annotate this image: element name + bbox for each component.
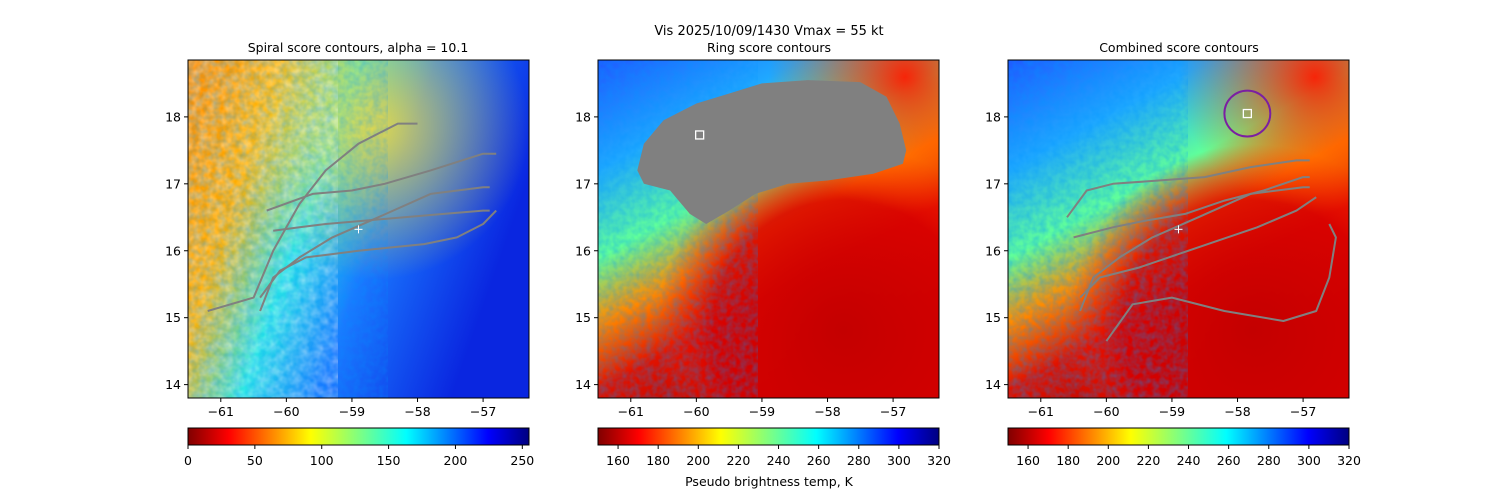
combined-xtick-label: −59	[1159, 404, 1185, 419]
panel-combined-title: Combined score contours	[1099, 40, 1259, 55]
spiral-contour-line	[259, 209, 497, 299]
ring-ytick-label: 17	[575, 176, 591, 191]
spiral-contour-line	[273, 209, 490, 232]
spiral-colorbar-tick-label: 250	[510, 453, 534, 468]
spiral-colorbar-tick-label: 0	[184, 453, 192, 468]
ring-xtick-label: −58	[814, 404, 840, 419]
panel-ring-frame	[597, 59, 940, 399]
combined-colorbar-tick-label: 200	[1096, 453, 1120, 468]
panel-ring-mask	[637, 80, 907, 224]
ring-ytick-label: 14	[575, 377, 591, 392]
ring-colorbar-tick-label: 280	[847, 453, 871, 468]
spiral-ytick-label: 14	[165, 377, 181, 392]
combined-contour-line	[1105, 223, 1337, 342]
combined-contour-line	[1073, 176, 1310, 239]
combined-colorbar-tick-label: 300	[1297, 453, 1321, 468]
colorbar-combined: 160 180 200 220 240 260 280 300 320	[1007, 427, 1361, 468]
combined-xtick-label: −57	[1290, 404, 1316, 419]
ring-square-marker	[694, 130, 705, 140]
panel-combined-xaxis: −61 −60 −59 −58 −57	[1028, 398, 1316, 419]
ring-colorbar-tick-label: 200	[686, 453, 710, 468]
combined-center-marker	[1174, 225, 1183, 234]
combined-contour-line	[1079, 186, 1310, 312]
combined-ytick-label: 16	[985, 243, 1001, 258]
colorbar-spiral-gradient	[187, 427, 530, 446]
combined-xtick-label: −58	[1224, 404, 1250, 419]
colorbar-combined-gradient	[1007, 427, 1350, 446]
spiral-contour-line	[207, 122, 418, 312]
ring-ytick-label: 15	[575, 310, 591, 325]
panel-ring: Ring score contours −61 −60 −59 −58 −57 14 15…	[575, 40, 940, 419]
ring-ytick-label: 16	[575, 243, 591, 258]
spiral-colorbar-tick-label: 50	[247, 453, 263, 468]
combined-colorbar-tick-label: 180	[1056, 453, 1080, 468]
spiral-xtick-label: −59	[339, 404, 365, 419]
panel-combined-texture	[1008, 60, 1188, 398]
combined-colorbar-tick-label: 240	[1177, 453, 1201, 468]
spiral-ytick-label: 16	[165, 243, 181, 258]
panel-ring-yaxis: 14 15 16 17 18	[575, 109, 598, 392]
colorbar-ring: 160 180 200 220 240 260 280 300 320 Pseudo brigh…	[597, 427, 951, 489]
combined-ytick-label: 18	[985, 109, 1001, 124]
panel-combined-yaxis: 14 15 16 17 18	[985, 109, 1008, 392]
combined-square-marker	[1242, 108, 1253, 119]
combined-ytick-label: 17	[985, 176, 1001, 191]
panel-ring-title: Ring score contours	[707, 40, 831, 55]
combined-ytick-label: 14	[985, 377, 1001, 392]
ring-ytick-label: 18	[575, 109, 591, 124]
spiral-xtick-label: −57	[470, 404, 496, 419]
spiral-xtick-label: −60	[273, 404, 299, 419]
ring-colorbar-tick-label: 260	[807, 453, 831, 468]
spiral-center-marker	[354, 225, 363, 234]
ring-colorbar-tick-label: 220	[726, 453, 750, 468]
combined-colorbar-tick-label: 320	[1337, 453, 1361, 468]
ring-colorbar-tick-label: 300	[887, 453, 911, 468]
spiral-xtick-label: −61	[208, 404, 234, 419]
combined-ytick-label: 15	[985, 310, 1001, 325]
ring-colorbar-tick-label: 180	[646, 453, 670, 468]
panel-spiral-title: Spiral score contours, alpha = 10.1	[248, 40, 469, 55]
combined-contour-line	[1079, 196, 1317, 299]
combined-colorbar-tick-label: 220	[1136, 453, 1160, 468]
combined-contour-line	[1066, 159, 1310, 218]
panel-combined-frame	[1007, 59, 1350, 399]
panel-spiral-xaxis: −61 −60 −59 −58 −57	[208, 398, 496, 419]
ring-xtick-label: −57	[880, 404, 906, 419]
figure-suptitle: Vis 2025/10/09/1430 Vmax = 55 kt	[654, 24, 883, 39]
panel-combined-contours	[1066, 159, 1337, 342]
ring-xtick-label: −60	[683, 404, 709, 419]
panel-spiral: Spiral score contours, alpha = 10.1 −61−…	[165, 40, 530, 419]
spiral-ytick-label: 17	[165, 176, 181, 191]
spiral-contour-line	[266, 152, 497, 212]
spiral-colorbar-tick-label: 150	[377, 453, 401, 468]
spiral-colorbar-tick-label: 200	[444, 453, 468, 468]
spiral-colorbar-tick-label: 100	[310, 453, 334, 468]
panel-spiral-contours	[207, 122, 497, 312]
ring-colorbar-tick-label: 240	[767, 453, 791, 468]
spiral-ytick-label: 15	[165, 310, 181, 325]
ring-colorbar-tick-label: 160	[606, 453, 630, 468]
combined-xtick-label: −61	[1028, 404, 1054, 419]
combined-colorbar-tick-label: 160	[1016, 453, 1040, 468]
spiral-ytick-label: 18	[165, 109, 181, 124]
ring-xtick-label: −59	[749, 404, 775, 419]
ring-xtick-label: −61	[618, 404, 644, 419]
combined-ring-marker	[1223, 89, 1272, 138]
panel-combined: Combined score contours −61 −60 −59 −58 −57 …	[985, 40, 1350, 419]
combined-xtick-label: −60	[1093, 404, 1119, 419]
ring-colorbar-tick-label: 320	[927, 453, 951, 468]
spiral-xtick-label: −58	[404, 404, 430, 419]
colorbar-ring-gradient	[597, 427, 940, 446]
combined-colorbar-tick-label: 280	[1257, 453, 1281, 468]
panel-ring-xaxis: −61 −60 −59 −58 −57	[618, 398, 906, 419]
colorbar-spiral: 0 50 100 150 200 250	[184, 427, 534, 468]
combined-colorbar-tick-label: 260	[1217, 453, 1241, 468]
panel-spiral-frame	[187, 59, 530, 399]
colorbar-ring-label: Pseudo brightness temp, K	[685, 474, 854, 489]
panel-spiral-yaxis: 14 15 16 17 18	[165, 109, 188, 392]
